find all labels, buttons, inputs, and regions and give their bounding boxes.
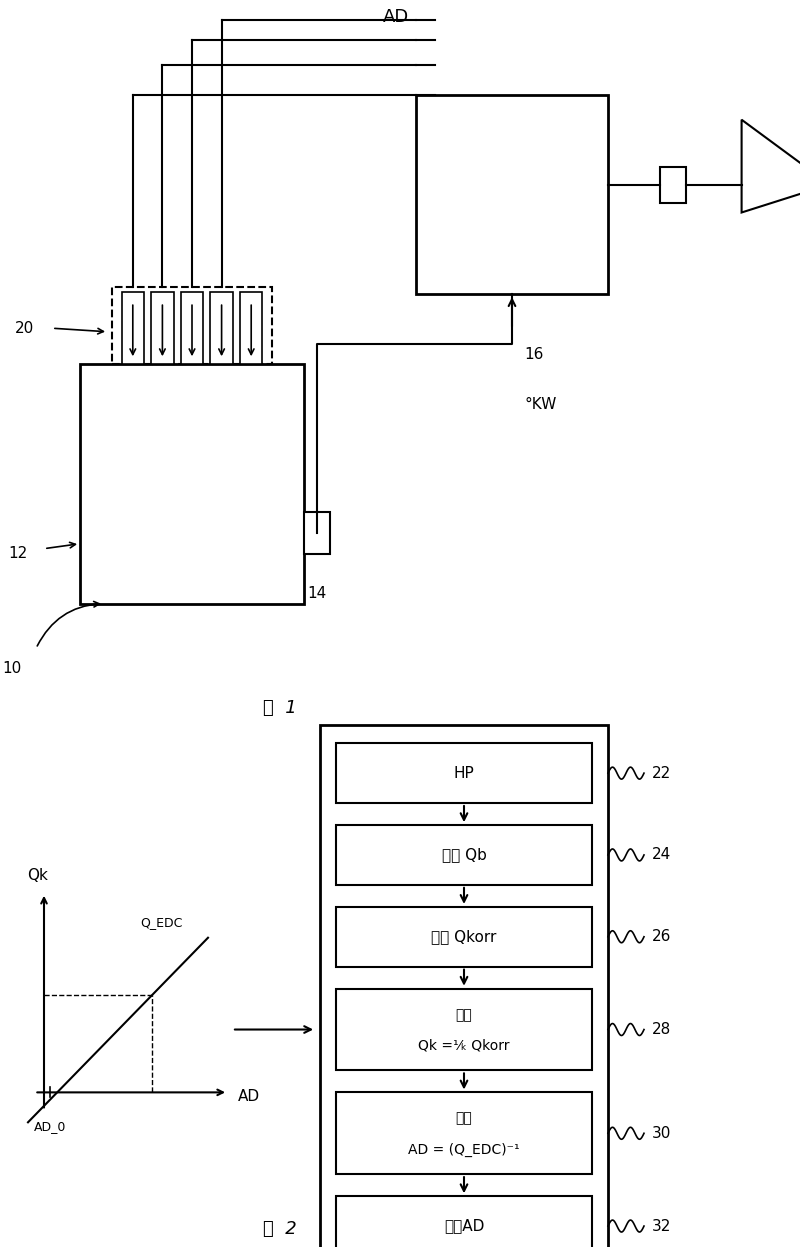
Text: Q_EDC: Q_EDC (140, 917, 182, 929)
Text: Qk: Qk (27, 868, 48, 883)
Text: 图  2: 图 2 (263, 1220, 297, 1238)
Text: Qk =¹⁄ₖ Qkorr: Qk =¹⁄ₖ Qkorr (418, 1039, 510, 1052)
Bar (660, 167, 686, 202)
Bar (336, 826, 592, 885)
Text: 16: 16 (524, 347, 543, 362)
Text: 形成 Qb: 形成 Qb (442, 848, 486, 863)
Bar (304, 511, 330, 554)
Text: 26: 26 (652, 929, 671, 944)
Bar (210, 292, 233, 364)
Text: 22: 22 (652, 766, 671, 781)
Text: 14: 14 (307, 586, 326, 601)
Text: 20: 20 (14, 320, 34, 335)
Text: 24: 24 (652, 848, 671, 863)
Bar (336, 907, 592, 966)
Bar (122, 292, 144, 364)
Bar (336, 1092, 592, 1175)
Text: 图  1: 图 1 (263, 700, 297, 717)
Bar (336, 1196, 592, 1247)
Text: AD_0: AD_0 (34, 1120, 66, 1134)
Text: 输出AD: 输出AD (444, 1218, 484, 1233)
Text: °KW: °KW (524, 397, 556, 412)
Text: 12: 12 (8, 546, 27, 561)
Text: 10: 10 (2, 661, 22, 676)
Text: 32: 32 (652, 1218, 671, 1233)
Bar (416, 95, 608, 294)
Text: AD: AD (238, 1089, 260, 1104)
Polygon shape (742, 120, 800, 212)
Bar (181, 292, 203, 364)
Text: 形成: 形成 (456, 1111, 472, 1126)
Bar (336, 989, 592, 1070)
Text: HP: HP (454, 766, 474, 781)
Bar (151, 292, 174, 364)
Text: 28: 28 (652, 1023, 671, 1038)
Text: AD: AD (383, 7, 409, 26)
Bar (112, 287, 272, 364)
Text: 30: 30 (652, 1126, 671, 1141)
Text: 形成 Qkorr: 形成 Qkorr (431, 929, 497, 944)
Bar (240, 292, 262, 364)
Text: AD = (Q_EDC)⁻¹: AD = (Q_EDC)⁻¹ (408, 1142, 520, 1157)
Bar (80, 364, 304, 604)
Text: 形成: 形成 (456, 1008, 472, 1021)
Bar (336, 743, 592, 803)
Bar (320, 726, 608, 1247)
